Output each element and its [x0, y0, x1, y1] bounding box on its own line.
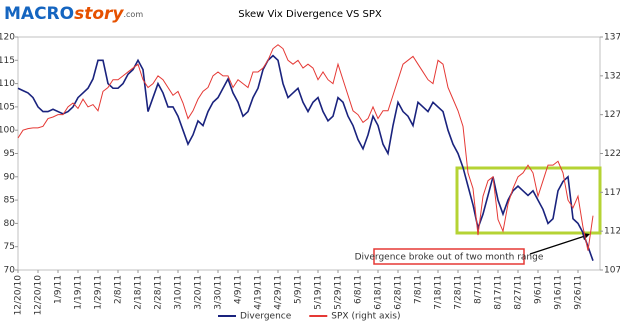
x-tick-label: 5/9/11: [294, 275, 304, 304]
x-tick-label: 8/17/11: [494, 275, 504, 310]
x-tick-label: 6/8/11: [354, 275, 364, 304]
logo-story: story: [74, 4, 124, 24]
y-tick-label: 75: [4, 242, 15, 252]
x-tick-label: 6/18/11: [374, 275, 384, 310]
y-tick-label: 85: [4, 196, 15, 206]
x-tick-label: 3/30/11: [214, 275, 224, 310]
annotation-arrow: [529, 235, 586, 255]
y-tick-label: 80: [4, 219, 16, 229]
x-tick-label: 2/8/11: [114, 275, 124, 304]
y-tick-label: 120: [0, 33, 15, 43]
range-box: [455, 166, 602, 235]
y2-tick-label: 1075: [604, 266, 620, 276]
line-series: [17, 44, 594, 251]
y2-tick-label: 1275: [604, 110, 620, 120]
annotation: Divergence broke out of two month range: [355, 253, 544, 263]
x-tick-label: 4/29/11: [274, 275, 284, 310]
y-tick-label: 110: [0, 79, 15, 89]
x-tick-label: 7/18/11: [434, 275, 444, 310]
y-tick-label: 70: [4, 266, 16, 276]
logo-domain: .com: [123, 10, 143, 19]
x-tick-label: 6/28/11: [394, 275, 404, 310]
y2-tick-label: 1125: [604, 227, 620, 237]
x-tick-label: 7/8/11: [414, 275, 424, 304]
annotation-box: [373, 248, 525, 265]
x-tick-label: 2/18/11: [134, 275, 144, 310]
legend-label: Divergence: [240, 312, 292, 322]
y2-tick-label: 1175: [604, 188, 620, 198]
x-tick-label: 9/6/11: [534, 275, 544, 304]
x-tick-label: 3/20/11: [194, 275, 204, 310]
x-tick-label: 4/9/11: [234, 275, 244, 304]
x-tick-label: 8/7/11: [474, 275, 484, 304]
y2-tick-label: 1375: [604, 33, 620, 43]
y-tick-label: 115: [0, 56, 15, 66]
x-tick-label: 8/27/11: [514, 275, 524, 310]
x-tick-label: 12/20/10: [34, 275, 44, 316]
logo-brand: MACRO: [4, 4, 74, 24]
x-tick-label: 3/10/11: [174, 275, 184, 310]
logo: MACROstory.com: [4, 4, 143, 24]
x-tick-label: 2/28/11: [154, 275, 164, 310]
x-tick-label: 1/29/11: [94, 275, 104, 310]
y-tick-label: 90: [4, 172, 16, 182]
y2-tick-label: 1325: [604, 71, 620, 81]
line-series: [17, 54, 594, 261]
chart-title: Skew Vix Divergence VS SPX: [238, 9, 382, 20]
x-tick-label: 4/19/11: [254, 275, 264, 310]
x-tick-label: 5/19/11: [314, 275, 324, 310]
x-tick-label: 12/20/10: [14, 275, 24, 316]
y2-tick-label: 1225: [604, 149, 620, 159]
y-tick-label: 100: [0, 126, 15, 136]
legend-label: SPX (right axis): [331, 312, 400, 322]
y-tick-label: 105: [0, 102, 15, 112]
x-tick-label: 5/29/11: [334, 275, 344, 310]
x-tick-label: 9/26/11: [574, 275, 584, 310]
x-tick-label: 1/19/11: [74, 275, 84, 310]
y-tick-label: 95: [4, 149, 15, 159]
x-tick-label: 9/16/11: [554, 275, 564, 310]
x-tick-label: 1/9/11: [54, 275, 64, 304]
x-tick-label: 7/28/11: [454, 275, 464, 310]
